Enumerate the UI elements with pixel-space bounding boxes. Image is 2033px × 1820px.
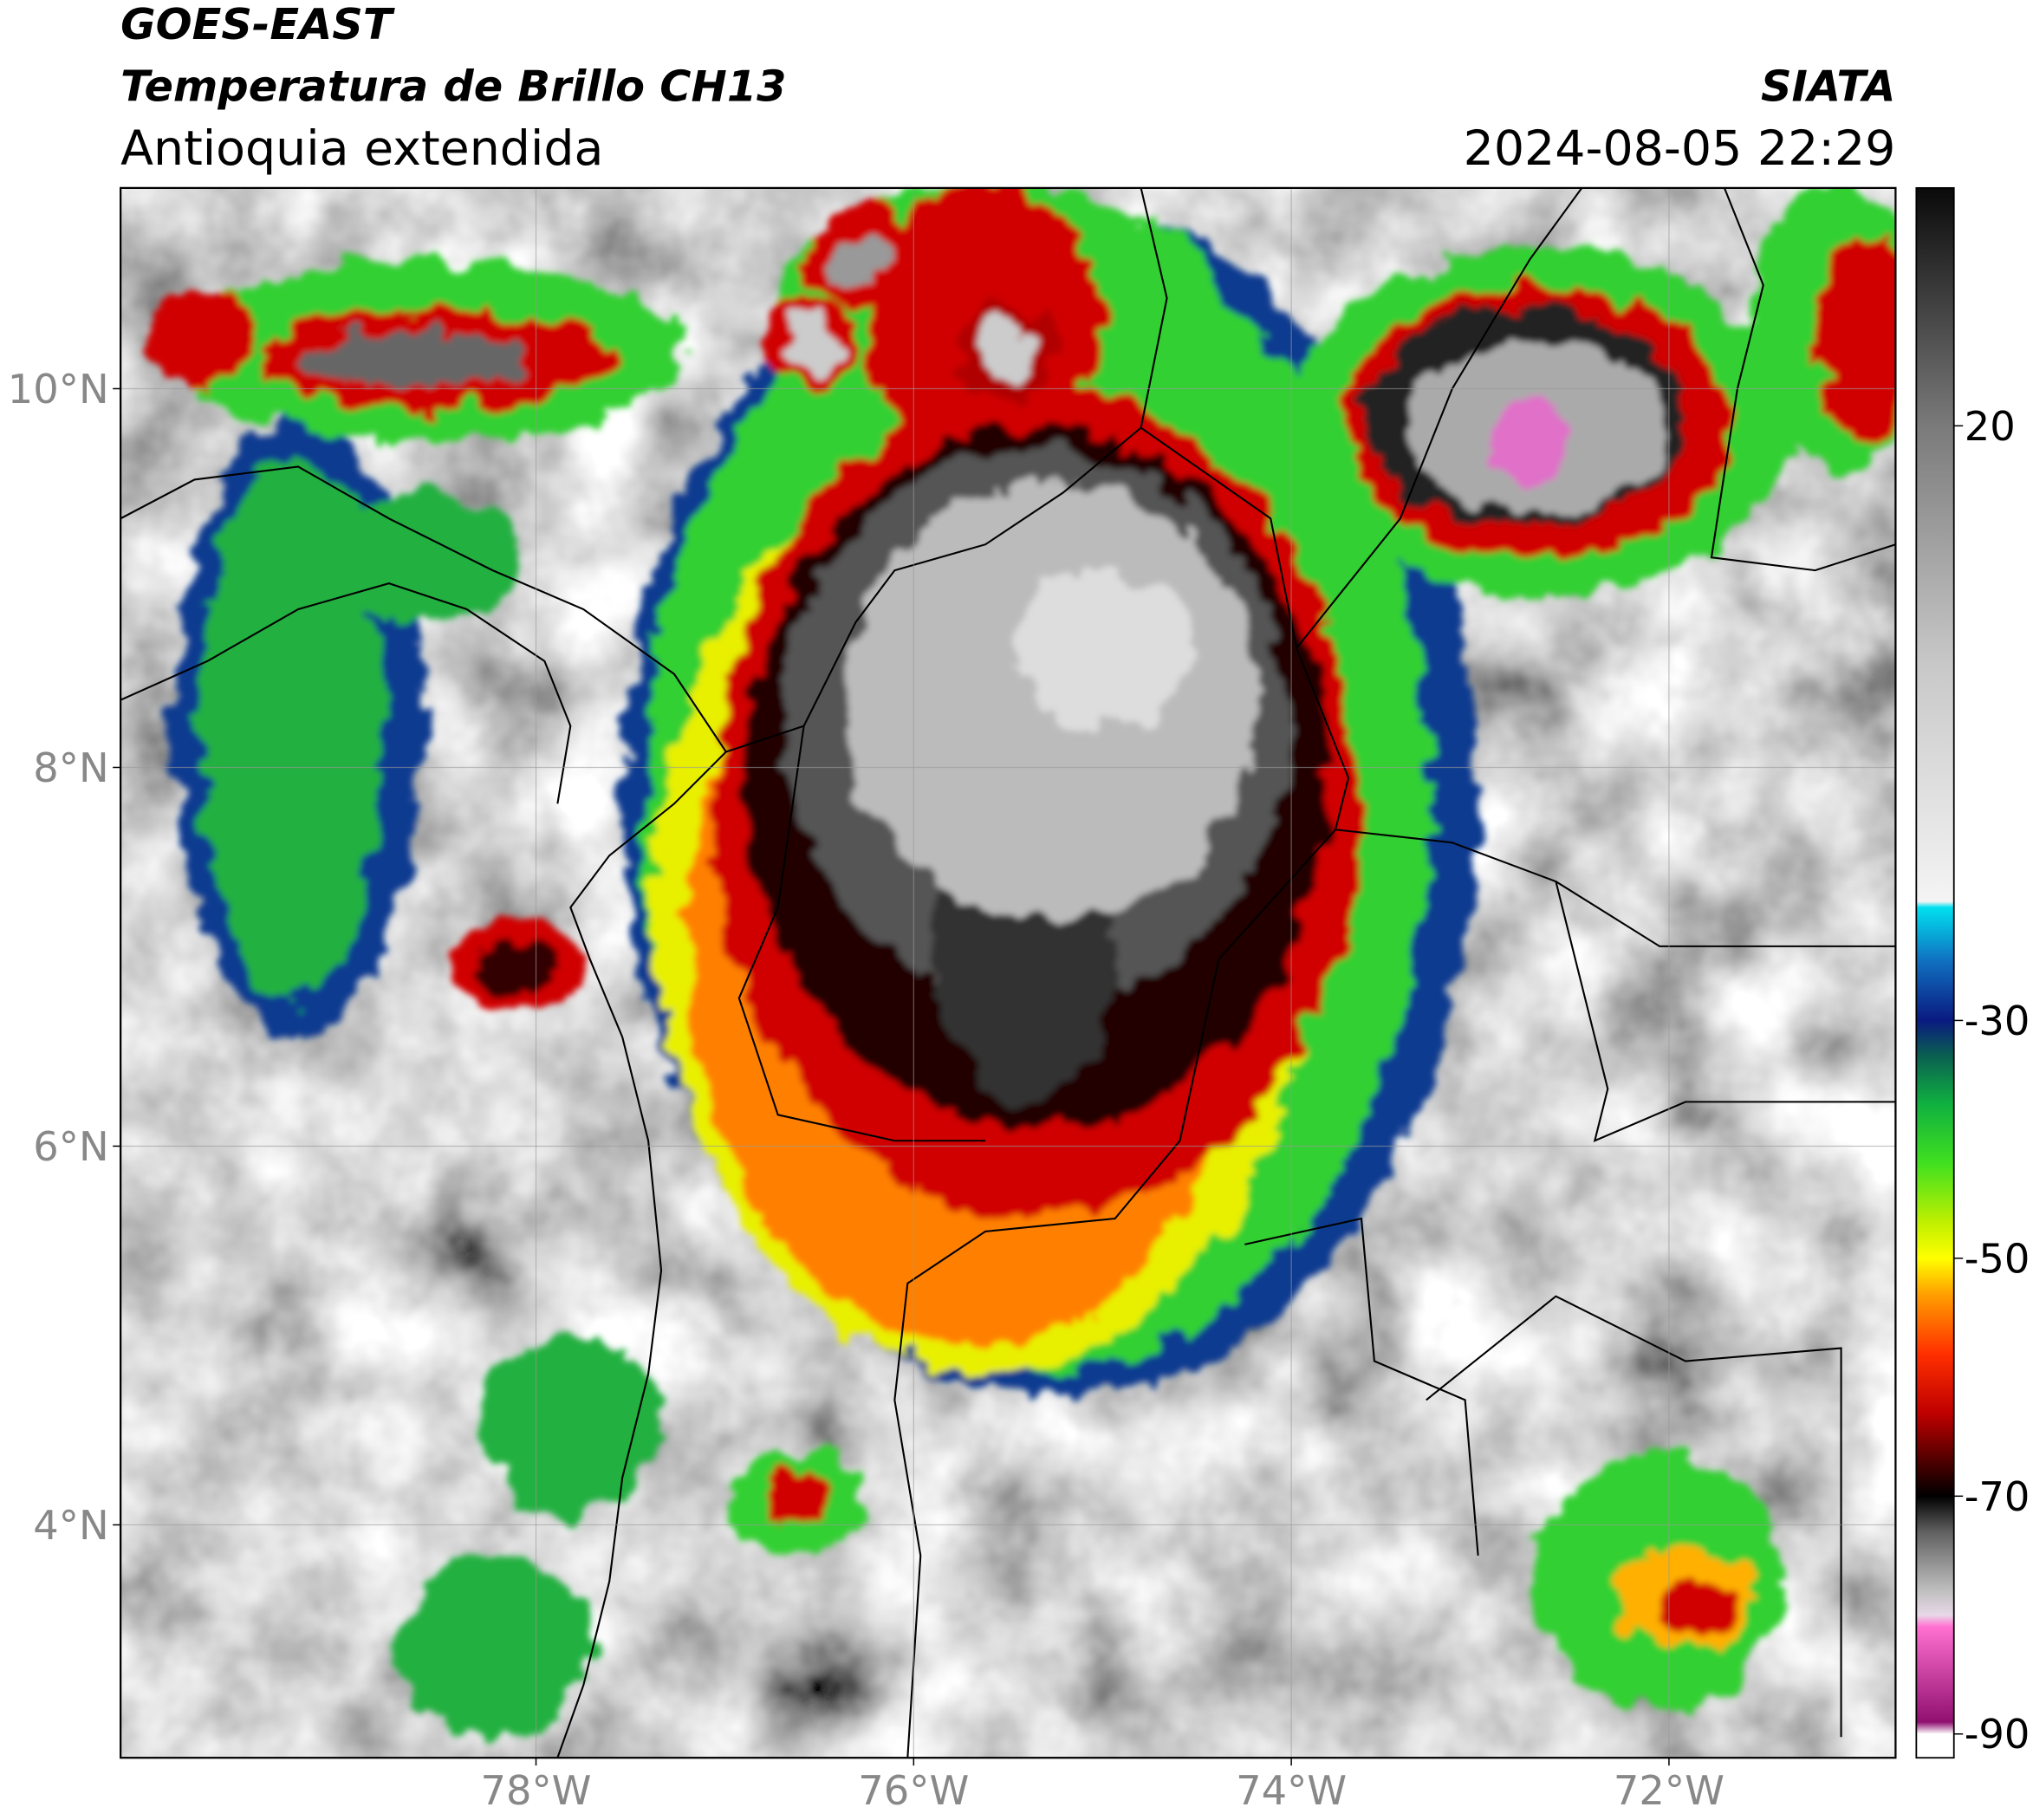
source: SIATA bbox=[1761, 62, 1895, 112]
lat-tick-label: 4°N bbox=[33, 1502, 108, 1549]
lon-tick-label: 76°W bbox=[858, 1767, 969, 1814]
lat-tick-label: 10°N bbox=[8, 366, 109, 413]
borders bbox=[120, 187, 1896, 1758]
cloud-tops bbox=[152, 187, 1896, 1738]
lon-tick-label: 72°W bbox=[1614, 1767, 1724, 1814]
colorbar-tick-label: -70 bbox=[1965, 1473, 2030, 1520]
map-frame bbox=[120, 186, 1897, 1759]
datetime: 2024-08-05 22:29 bbox=[1464, 121, 1896, 177]
colorbar-tick-label: 20 bbox=[1965, 403, 2016, 450]
map-area bbox=[120, 187, 1896, 1758]
colorbar-tick-label: -50 bbox=[1965, 1235, 2030, 1282]
lon-tick-label: 74°W bbox=[1236, 1767, 1347, 1814]
colorbar bbox=[1915, 186, 1955, 1759]
colorbar-tick-label: -90 bbox=[1965, 1711, 2030, 1758]
subtitle: Temperatura de Brillo CH13 bbox=[120, 62, 786, 112]
lat-tick-label: 6°N bbox=[33, 1123, 108, 1170]
graticule bbox=[120, 187, 1896, 1758]
region: Antioquia extendida bbox=[120, 121, 603, 177]
title: GOES-EAST bbox=[120, 0, 395, 49]
lon-tick-label: 78°W bbox=[481, 1767, 592, 1814]
lat-tick-label: 8°N bbox=[33, 744, 108, 791]
colorbar-tick-label: -30 bbox=[1965, 998, 2030, 1044]
